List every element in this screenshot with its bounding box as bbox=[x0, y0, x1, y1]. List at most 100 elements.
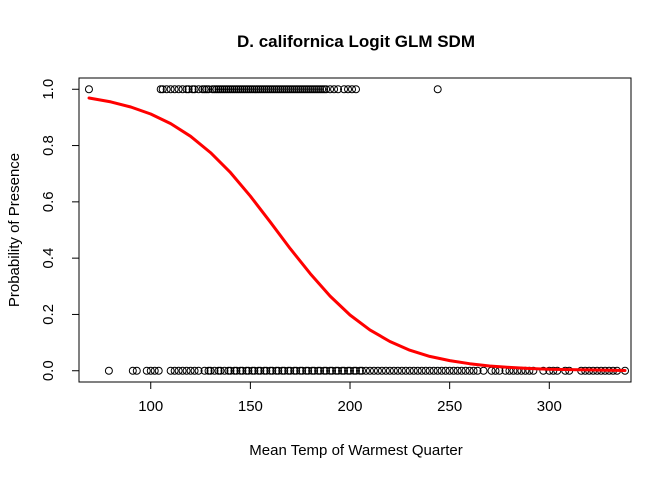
presence-point bbox=[246, 85, 255, 94]
x-tick-label: 250 bbox=[437, 398, 462, 415]
absence-point bbox=[248, 366, 257, 375]
absence-point bbox=[250, 366, 259, 375]
absence-point bbox=[377, 366, 386, 375]
plot-frame bbox=[78, 77, 632, 383]
absence-point bbox=[425, 366, 434, 375]
absence-point bbox=[381, 366, 390, 375]
presence-point bbox=[200, 85, 209, 94]
presence-point bbox=[214, 85, 223, 94]
presence-point bbox=[300, 85, 309, 94]
absence-point bbox=[369, 366, 378, 375]
absence-point bbox=[238, 366, 247, 375]
presence-point bbox=[250, 85, 259, 94]
presence-point bbox=[240, 85, 249, 94]
absence-point bbox=[142, 366, 151, 375]
x-tick-label: 100 bbox=[138, 398, 163, 415]
presence-point bbox=[298, 85, 307, 94]
presence-point bbox=[320, 85, 329, 94]
absence-point bbox=[409, 366, 418, 375]
absence-point bbox=[417, 366, 426, 375]
fit-layer bbox=[87, 96, 627, 372]
presence-point bbox=[284, 85, 293, 94]
presence-point bbox=[276, 85, 285, 94]
presence-point bbox=[178, 85, 187, 94]
presence-point bbox=[344, 85, 353, 94]
presence-point bbox=[248, 85, 257, 94]
chart-title: D. californica Logit GLM SDM bbox=[237, 32, 475, 51]
absence-point bbox=[338, 366, 347, 375]
absence-point bbox=[154, 366, 163, 375]
absence-point bbox=[322, 366, 331, 375]
presence-point bbox=[280, 85, 289, 94]
absence-point bbox=[445, 366, 454, 375]
absence-point bbox=[274, 366, 283, 375]
absence-point bbox=[357, 366, 366, 375]
y-tick-label: 0.8 bbox=[40, 135, 57, 156]
absence-point bbox=[236, 366, 245, 375]
absence-point bbox=[310, 366, 319, 375]
presence-point bbox=[308, 85, 317, 94]
y-tick-label: 0.6 bbox=[40, 191, 57, 212]
absence-point bbox=[334, 366, 343, 375]
presence-point bbox=[226, 85, 235, 94]
presence-point bbox=[318, 85, 327, 94]
absence-point bbox=[479, 366, 488, 375]
presence-point bbox=[288, 85, 297, 94]
absence-point bbox=[314, 366, 323, 375]
absence-point bbox=[266, 366, 275, 375]
presence-point bbox=[216, 85, 225, 94]
absence-point bbox=[469, 366, 478, 375]
absence-point bbox=[224, 366, 233, 375]
absence-point bbox=[150, 366, 159, 375]
presence-point bbox=[238, 85, 247, 94]
observation-points bbox=[84, 85, 630, 375]
absence-point bbox=[146, 366, 155, 375]
x-axis: 100 150 200 250 300 bbox=[138, 381, 562, 415]
presence-point bbox=[270, 85, 279, 94]
presence-point bbox=[224, 85, 233, 94]
absence-point bbox=[290, 366, 299, 375]
presence-point bbox=[222, 85, 231, 94]
presence-point bbox=[292, 85, 301, 94]
absence-point bbox=[304, 366, 313, 375]
presence-point bbox=[282, 85, 291, 94]
absence-point bbox=[286, 366, 295, 375]
absence-point bbox=[465, 366, 474, 375]
presence-point bbox=[306, 85, 315, 94]
presence-point bbox=[220, 85, 229, 94]
presence-point bbox=[260, 85, 269, 94]
absence-point bbox=[346, 366, 355, 375]
presence-point bbox=[314, 85, 323, 94]
presence-point bbox=[272, 85, 281, 94]
absence-point bbox=[344, 366, 353, 375]
presence-point bbox=[340, 85, 349, 94]
absence-point bbox=[278, 366, 287, 375]
absence-point bbox=[449, 366, 458, 375]
absence-point bbox=[302, 366, 311, 375]
presence-point bbox=[296, 85, 305, 94]
presence-point bbox=[170, 85, 179, 94]
presence-point bbox=[266, 85, 275, 94]
absence-point bbox=[206, 366, 215, 375]
presence-point bbox=[264, 85, 273, 94]
absence-point bbox=[437, 366, 446, 375]
presence-point bbox=[302, 85, 311, 94]
presence-point bbox=[326, 85, 335, 94]
y-tick-label: 0.0 bbox=[40, 360, 57, 381]
absence-point bbox=[190, 366, 199, 375]
absence-point bbox=[350, 366, 359, 375]
presence-point bbox=[252, 85, 261, 94]
logistic-fit-curve bbox=[87, 96, 627, 372]
absence-point bbox=[326, 366, 335, 375]
absence-point bbox=[397, 366, 406, 375]
presence-point bbox=[274, 85, 283, 94]
absence-point bbox=[216, 366, 225, 375]
absence-point bbox=[104, 366, 113, 375]
presence-point bbox=[242, 85, 251, 94]
absence-point bbox=[365, 366, 374, 375]
absence-point bbox=[260, 366, 269, 375]
x-tick-label: 300 bbox=[537, 398, 562, 415]
presence-point bbox=[322, 85, 331, 94]
presence-point bbox=[218, 85, 227, 94]
